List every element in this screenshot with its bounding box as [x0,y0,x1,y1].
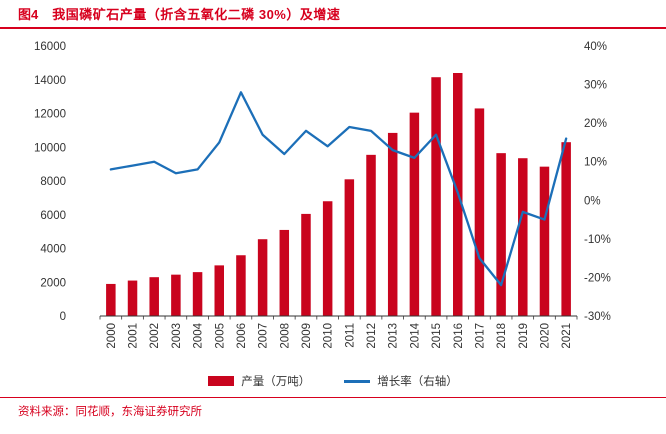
chart-canvas: 0 2000 4000 6000 8000 10000 12000 14000 16000 -30… [34,41,611,349]
production-bar [387,132,398,316]
production-bar [192,272,203,316]
left-axis-tick-label: 0 [60,311,66,323]
x-axis-year-label: 2004 [193,322,205,348]
right-axis-tick-label: 20% [584,118,607,130]
left-axis-tick-label: 2000 [40,277,66,289]
production-bar [496,153,506,316]
production-bar [518,158,528,316]
left-axis-tick-label: 6000 [40,210,66,222]
production-bar [344,179,355,316]
line-swatch-icon [344,379,371,383]
x-axis-year-label: 2003 [171,323,183,349]
figure-title: 我国磷矿石产量（折含五氧化二磷 30%）及增速 [52,7,341,22]
left-axis-tick-label: 16000 [34,41,66,53]
x-axis-year-label: 2017 [474,323,486,349]
x-axis-year-label: 2012 [366,323,378,349]
chart-legend: 产量（万吨） 增长率（右轴） [0,372,666,390]
x-axis-year-label: 2021 [561,323,573,349]
legend-item-production: 产量（万吨） [208,373,310,389]
production-bar [171,274,181,316]
production-bar [366,154,376,316]
production-bar [236,255,246,316]
right-axis-tick-label: -30% [584,311,611,323]
x-axis-year-label: 2000 [106,323,118,349]
production-bar [301,213,311,316]
x-axis-year-label: 2001 [128,323,140,349]
production-bar [322,201,333,316]
left-axis-tick-label: 14000 [34,75,66,87]
x-axis-year-label: 2011 [344,323,356,348]
right-axis-tick-label: -20% [584,272,611,284]
legend-item-growth: 增长率（右轴） [344,373,458,389]
production-bar [409,112,420,316]
x-axis-year-label: 2020 [539,323,551,349]
legend-label-production: 产量（万吨） [241,376,311,388]
bar-swatch-icon [208,376,235,386]
production-bar [539,166,550,316]
left-axis-tick-label: 10000 [34,142,66,154]
production-bar [149,277,159,316]
x-axis-year-label: 2014 [409,322,421,348]
left-axis-tick-label: 4000 [40,244,66,256]
x-axis-year-label: 2002 [149,323,161,349]
production-bar [106,283,116,316]
x-axis-year-label: 2006 [236,323,248,349]
chart-area: 0 2000 4000 6000 8000 10000 12000 14000 16000 -30… [0,30,666,370]
production-bar [431,77,441,316]
x-axis-year-label: 2009 [301,323,313,349]
legend-label-growth: 增长率（右轴） [377,376,458,388]
production-bar [257,239,268,316]
right-axis-tick-label: 30% [584,80,607,92]
x-axis-year-label: 2007 [258,323,270,349]
x-axis-year-label: 2019 [518,323,530,349]
x-axis-year-label: 2013 [388,323,400,349]
right-axis-tick-label: 40% [584,41,607,53]
production-bar [561,142,571,316]
x-axis-year-label: 2015 [431,323,443,349]
x-axis-year-label: 2018 [496,323,508,349]
right-axis-tick-label: -10% [584,234,611,246]
footer-divider [0,397,666,398]
left-axis-tick-label: 8000 [40,176,66,188]
source-note: 资料来源：同花顺，东海证券研究所 [18,406,202,418]
production-bar [474,108,485,316]
x-axis-year-label: 2010 [323,323,335,349]
production-bar [279,229,290,316]
figure-number: 图4 [18,7,39,22]
production-bar [127,280,138,316]
growth-rate-line [109,91,568,287]
production-bar [214,265,224,316]
x-axis-year-label: 2005 [214,323,226,349]
x-axis-year-label: 2008 [279,323,291,349]
x-axis-year-label: 2016 [453,323,465,349]
figure-header: 图4 我国磷矿石产量（折含五氧化二磷 30%）及增速 [0,0,666,29]
right-axis-tick-label: 10% [584,157,607,169]
left-axis-tick-label: 12000 [34,109,66,121]
right-axis-tick-label: 0% [584,195,601,207]
